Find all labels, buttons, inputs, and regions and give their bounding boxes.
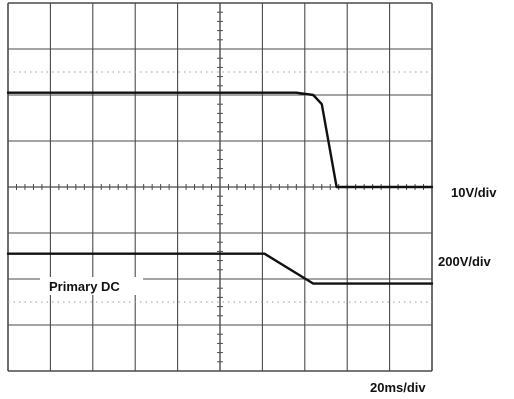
traces xyxy=(6,91,434,285)
scale-label-10v: 10V/div xyxy=(451,185,497,200)
trace-point-upper xyxy=(321,103,323,105)
trace-point-upper xyxy=(431,186,433,188)
trace-point-primary_dc xyxy=(312,282,314,284)
trace-point-primary_dc xyxy=(431,282,433,284)
trace-point-upper xyxy=(7,92,9,94)
trace-labels: Primary DC 10V/div 200V/div 20ms/div xyxy=(40,185,497,395)
primary-dc-label: Primary DC xyxy=(49,279,120,294)
trace-point-upper xyxy=(312,94,314,96)
trace-point-upper xyxy=(295,92,297,94)
trace-upper xyxy=(6,91,434,189)
graticule xyxy=(7,2,433,372)
primary-dc-label-mask xyxy=(40,277,143,295)
trace-point-upper xyxy=(346,186,348,188)
trace-point-primary_dc xyxy=(7,253,9,255)
trace-primary_dc xyxy=(6,252,434,285)
timebase-label: 20ms/div xyxy=(370,380,426,395)
trace-point-primary_dc xyxy=(263,253,265,255)
scale-label-200v: 200V/div xyxy=(438,254,492,269)
trace-point-upper xyxy=(335,186,337,188)
